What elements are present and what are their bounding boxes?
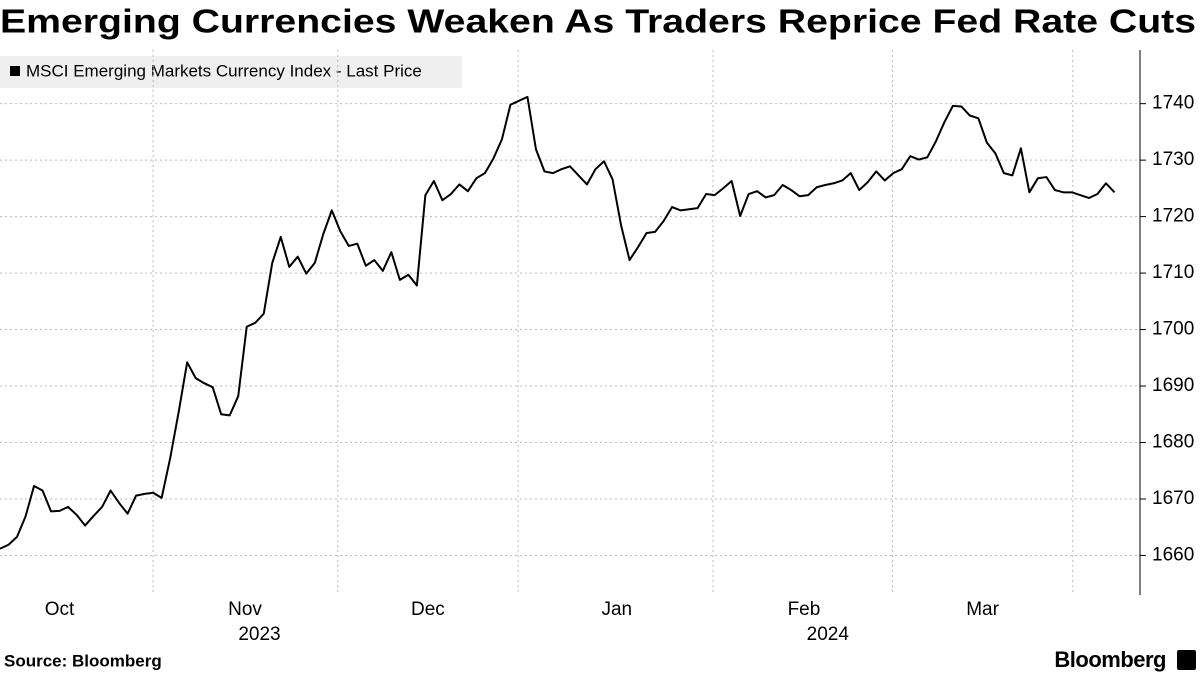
y-tick-label: 1700 — [1152, 319, 1194, 340]
source: Source: Bloomberg — [4, 651, 162, 670]
legend-label: MSCI Emerging Markets Currency Index - L… — [26, 61, 422, 80]
x-tick-label: Dec — [411, 599, 445, 620]
x-tick-label: Feb — [788, 599, 821, 620]
y-tick-label: 1710 — [1152, 262, 1194, 283]
x-tick-label: Nov — [228, 599, 262, 620]
x-tick-label: Oct — [45, 599, 75, 620]
y-tick-label: 1660 — [1152, 544, 1194, 565]
x-year-label: 2023 — [238, 624, 280, 645]
legend-swatch — [10, 66, 20, 76]
y-tick-label: 1730 — [1152, 149, 1194, 170]
line — [0, 95, 1116, 550]
chart-title: Emerging Currencies Weaken As Traders Re… — [0, 3, 1196, 40]
y-tick-label: 1690 — [1152, 375, 1194, 396]
x-tick-label: Mar — [966, 599, 999, 620]
y-tick-label: 1680 — [1152, 432, 1194, 453]
x-year-label: 2024 — [807, 624, 850, 645]
y-tick-label: 1670 — [1152, 488, 1194, 509]
y-tick-label: 1740 — [1152, 93, 1194, 114]
brand-icon — [1177, 650, 1196, 670]
x-tick-label: Jan — [601, 599, 632, 620]
brand: Bloomberg — [1054, 647, 1166, 672]
y-tick-label: 1720 — [1152, 206, 1194, 227]
legend-box — [0, 56, 462, 88]
